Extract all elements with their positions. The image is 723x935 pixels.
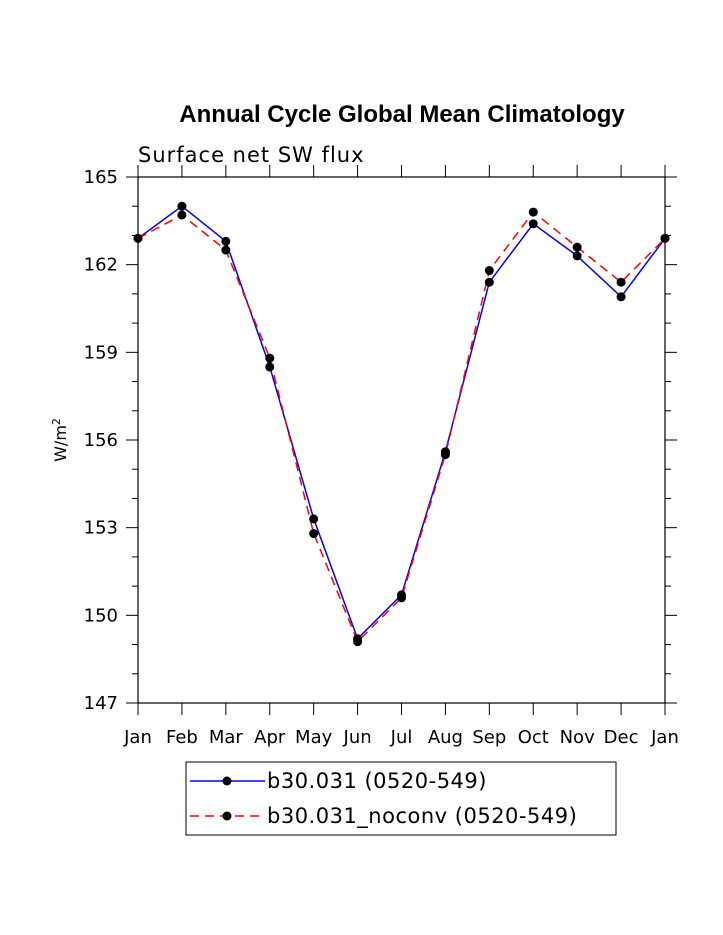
data-point-series-1 <box>572 251 582 261</box>
legend-marker-series-1 <box>222 776 232 786</box>
x-tick-label: Aug <box>428 727 463 748</box>
x-axis: Jan Feb Mar Apr May Jun Jul Aug Sep Oct Nov Dec Jan <box>123 165 679 748</box>
x-tick-label: Jan <box>650 727 679 748</box>
legend-label-series-2: b30.031_noconv (0520-549) <box>267 804 577 829</box>
x-tick-label: Jun <box>343 727 372 748</box>
data-point-series-1 <box>309 514 319 524</box>
data-point-series-2 <box>177 210 187 220</box>
minor-ticks <box>132 205 671 675</box>
series-line-2 <box>137 211 666 643</box>
chart-title: Annual Cycle Global Mean Climatology <box>179 101 625 128</box>
data-point-series-2 <box>265 353 275 363</box>
x-tick-label: Feb <box>166 727 198 748</box>
x-tick-label: Nov <box>560 727 595 748</box>
data-point-series-1 <box>484 277 494 287</box>
y-tick-label: 147 <box>84 693 118 714</box>
data-point-series-2 <box>572 242 582 252</box>
data-point-series-2 <box>616 277 626 287</box>
y-tick-label: 162 <box>84 255 118 276</box>
x-tick-label: Jan <box>123 727 152 748</box>
data-point-series-2 <box>309 529 319 539</box>
data-point-series-2 <box>221 245 231 255</box>
x-tick-label: Sep <box>472 727 506 748</box>
y-tick-label: 159 <box>84 342 118 363</box>
y-tick-label: 156 <box>84 430 118 451</box>
data-point-series-2 <box>528 207 538 217</box>
data-point-series-1 <box>177 201 187 211</box>
x-tick-label: Jul <box>390 727 413 748</box>
series-layer <box>133 201 670 647</box>
data-point-series-1 <box>265 362 275 372</box>
y-axis-label: W/m2 <box>50 418 70 462</box>
x-tick-label: May <box>295 727 333 748</box>
data-point-series-2 <box>353 637 363 647</box>
y-tick-label: 153 <box>84 518 118 539</box>
y-axis: 147 150 153 156 159 162 165 <box>84 167 677 714</box>
data-point-series-2 <box>397 593 406 603</box>
chart-subtitle: Surface net SW flux <box>138 143 365 167</box>
legend: b30.031 (0520-549) b30.031_noconv (0520-… <box>185 761 617 836</box>
data-point-series-2 <box>133 233 143 243</box>
plot-frame <box>137 176 666 704</box>
data-point-series-2 <box>660 233 670 243</box>
legend-box <box>185 761 617 836</box>
data-point-series-1 <box>528 219 538 229</box>
series-line-1 <box>137 205 666 641</box>
x-tick-label: Mar <box>209 727 244 748</box>
x-tick-label: Apr <box>254 727 286 748</box>
x-tick-label: Dec <box>604 727 639 748</box>
y-tick-label: 150 <box>84 605 118 626</box>
data-point-series-2 <box>484 266 494 276</box>
y-axis-label-superscript: 2 <box>50 418 63 425</box>
data-point-series-1 <box>221 236 231 246</box>
legend-marker-series-2 <box>222 811 232 821</box>
y-tick-label: 165 <box>84 167 118 188</box>
x-tick-label: Oct <box>518 727 549 748</box>
legend-label-series-1: b30.031 (0520-549) <box>267 769 487 793</box>
data-point-series-2 <box>440 450 450 460</box>
data-point-series-1 <box>616 292 626 302</box>
